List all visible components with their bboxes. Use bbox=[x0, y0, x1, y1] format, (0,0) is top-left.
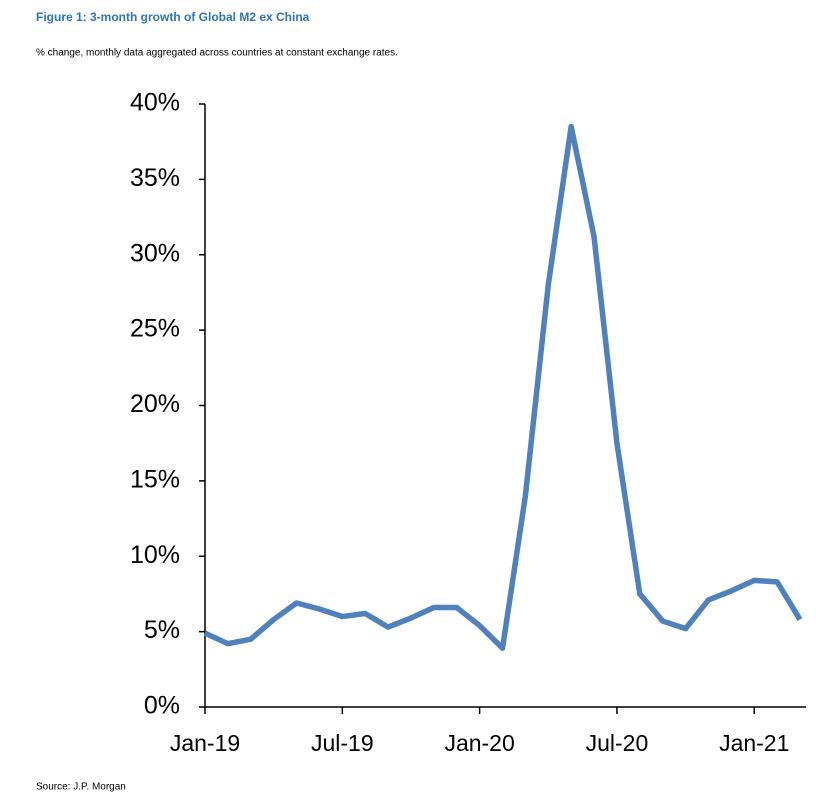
x-tick-label: Jan-19 bbox=[170, 730, 240, 756]
chart-title: Figure 1: 3-month growth of Global M2 ex… bbox=[36, 10, 310, 24]
x-tick-label: Jul-20 bbox=[586, 730, 649, 756]
y-tick-label: 35% bbox=[130, 164, 180, 192]
x-tick-label: Jan-20 bbox=[444, 730, 514, 756]
y-tick-label: 30% bbox=[130, 239, 180, 267]
y-tick-label: 40% bbox=[130, 89, 180, 117]
y-tick-label: 20% bbox=[130, 390, 180, 418]
y-tick-label: 0% bbox=[144, 692, 180, 720]
y-tick-label: 10% bbox=[130, 541, 180, 569]
source-note: Source: J.P. Morgan bbox=[36, 782, 126, 793]
data-line bbox=[203, 123, 803, 651]
y-tick-label: 15% bbox=[130, 465, 180, 493]
x-tick-label: Jul-19 bbox=[311, 730, 374, 756]
y-tick-label: 5% bbox=[144, 616, 180, 644]
chart-subtitle: % change, monthly data aggregated across… bbox=[36, 48, 398, 59]
x-tick-label: Jan-21 bbox=[719, 730, 789, 756]
y-tick-label: 25% bbox=[130, 315, 180, 343]
